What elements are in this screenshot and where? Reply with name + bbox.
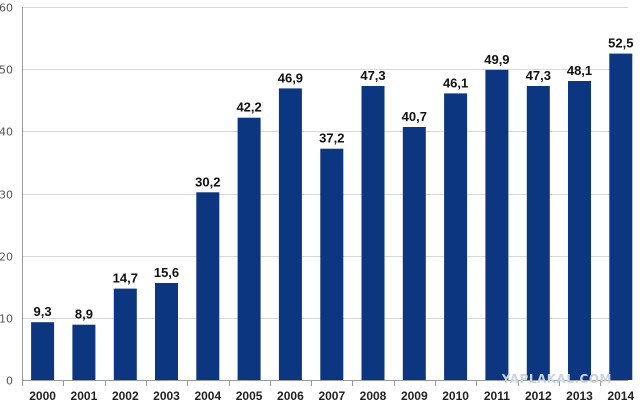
bar-2008 bbox=[361, 86, 385, 380]
data-label-2007: 37,2 bbox=[319, 131, 344, 146]
x-tick-label-2007: 2007 bbox=[318, 389, 345, 403]
bar-2001 bbox=[72, 324, 96, 380]
x-tick-label-2004: 2004 bbox=[194, 389, 221, 403]
data-label-2003: 15,6 bbox=[154, 265, 179, 280]
x-tick-label-2001: 2001 bbox=[71, 389, 98, 403]
y-tick-label: 40 bbox=[0, 126, 13, 139]
bar-2002 bbox=[113, 288, 137, 380]
x-tick-label-2005: 2005 bbox=[236, 389, 263, 403]
data-label-2004: 30,2 bbox=[195, 174, 220, 189]
data-label-2014: 52,5 bbox=[608, 36, 633, 51]
x-tick-label-2012: 2012 bbox=[525, 389, 552, 403]
bar-2005 bbox=[237, 117, 261, 380]
bar-2010 bbox=[444, 93, 468, 381]
bar-2000 bbox=[31, 322, 55, 380]
x-tick-label-2010: 2010 bbox=[442, 389, 469, 403]
data-label-2002: 14,7 bbox=[113, 271, 138, 286]
x-tick-label-2006: 2006 bbox=[277, 389, 304, 403]
x-tick-label-2013: 2013 bbox=[566, 389, 593, 403]
bar-2004 bbox=[196, 192, 220, 380]
y-axis: 0 10 20 30 40 50 60 bbox=[0, 2, 23, 388]
x-tick-label-2008: 2008 bbox=[360, 389, 387, 403]
bar-2006 bbox=[278, 88, 302, 381]
bar-2003 bbox=[155, 283, 178, 380]
x-tick-label-2000: 2000 bbox=[29, 389, 56, 403]
y-tick-label: 30 bbox=[0, 189, 13, 202]
data-label-2012: 47,3 bbox=[526, 68, 551, 83]
y-tick-label: 0 bbox=[6, 375, 13, 388]
x-axis: 2000 2001 2002 2003 2004 2005 2006 2007 2008 2009… bbox=[22, 380, 634, 403]
data-label-2010: 46,1 bbox=[443, 75, 468, 90]
watermark-text: YAPLAKAL.COM bbox=[501, 372, 612, 386]
data-label-2008: 47,3 bbox=[360, 68, 385, 83]
bar-2011 bbox=[485, 69, 509, 381]
data-label-2000: 9,3 bbox=[34, 304, 52, 319]
bars bbox=[31, 53, 633, 381]
bar-2013 bbox=[568, 81, 591, 380]
data-label-2011: 49,9 bbox=[484, 52, 509, 67]
data-label-2006: 46,9 bbox=[278, 70, 303, 85]
bar-2009 bbox=[402, 127, 426, 380]
bar-2014 bbox=[609, 53, 633, 380]
data-label-2005: 42,2 bbox=[236, 100, 261, 115]
data-label-2013: 48,1 bbox=[567, 63, 592, 78]
x-tick-label-2009: 2009 bbox=[401, 389, 428, 403]
y-tick-label: 50 bbox=[0, 64, 13, 77]
x-tick-label-2014: 2014 bbox=[607, 389, 634, 403]
x-tick-label-2003: 2003 bbox=[153, 389, 180, 403]
bar-2007 bbox=[320, 148, 344, 380]
data-labels: 9,3 8,9 14,7 15,6 30,2 42,2 46,9 37,2 47,3 40,7 46… bbox=[34, 36, 634, 322]
data-label-2001: 8,9 bbox=[75, 307, 93, 322]
y-tick-label: 20 bbox=[0, 251, 13, 264]
bar-2012 bbox=[526, 86, 550, 380]
y-tick-label: 10 bbox=[0, 313, 13, 326]
data-label-2009: 40,7 bbox=[402, 109, 427, 124]
y-tick-label: 60 bbox=[0, 2, 13, 15]
x-tick-label-2011: 2011 bbox=[484, 389, 510, 403]
x-tick-label-2002: 2002 bbox=[112, 389, 139, 403]
